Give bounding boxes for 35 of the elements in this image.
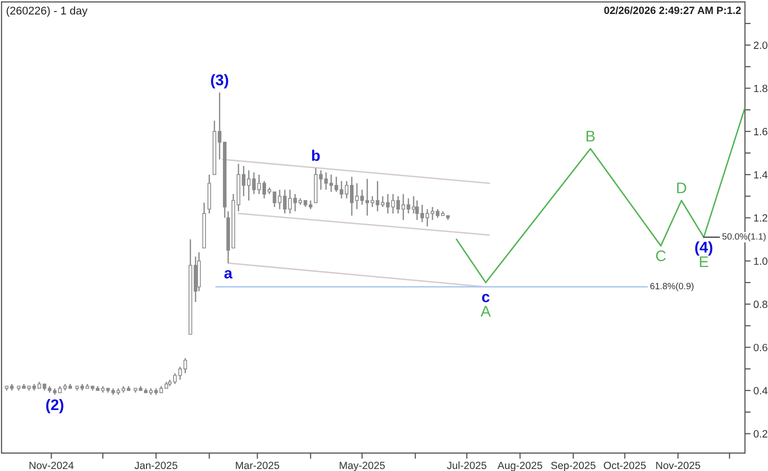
y-tick-label: 2.0 <box>754 42 768 49</box>
y-tick-label: 1.0 <box>754 257 768 265</box>
x-tick-label: Jul-2025 <box>447 461 486 470</box>
annotation: b <box>312 150 320 161</box>
annotation: a <box>224 270 233 279</box>
y-tick-label: 0.4 <box>754 386 768 394</box>
data-label: B <box>586 130 595 142</box>
series-label: 61.8%(0.9) <box>650 282 694 292</box>
x-tick-label: May-2025 <box>340 462 385 471</box>
series-label: 50.0%(1.1) <box>722 233 766 242</box>
y-tick-label: 0.8 <box>754 300 768 308</box>
annotation: c <box>482 294 490 302</box>
annotation: (2) <box>46 398 64 414</box>
x-tick-label: Mar-2025 <box>236 462 280 470</box>
y-tick-label: 1.8 <box>754 84 768 92</box>
candlestick <box>412 196 416 214</box>
data-label: A <box>480 306 491 317</box>
y-tick-label: 0.6 <box>754 344 768 352</box>
data-label: E <box>700 256 708 268</box>
y-tick-label: 1.6 <box>754 128 768 136</box>
x-tick-label: Nov-2025 <box>656 462 700 470</box>
annotation: (4) <box>695 241 712 256</box>
x-tick-label: Nov-2024 <box>30 462 74 470</box>
x-tick-label: Sep-2025 <box>551 462 596 471</box>
y-tick-label: 1.4 <box>754 171 768 178</box>
chart-title: (260226) - 1 day <box>6 6 88 17</box>
x-tick-label: Oct-2025 <box>604 462 646 470</box>
x-tick-label: Aug-2025 <box>497 462 542 471</box>
y-tick-label: 0.2 <box>754 430 768 438</box>
annotation: 02/26/2026 2:49:27 AM P:1.2 <box>604 6 741 14</box>
data-label: C <box>656 250 666 262</box>
annotation: (3) <box>211 74 228 88</box>
y-tick-label: 1.2 <box>754 214 768 222</box>
x-tick-label: Jan-2025 <box>134 462 178 470</box>
data-label: D <box>677 182 686 194</box>
